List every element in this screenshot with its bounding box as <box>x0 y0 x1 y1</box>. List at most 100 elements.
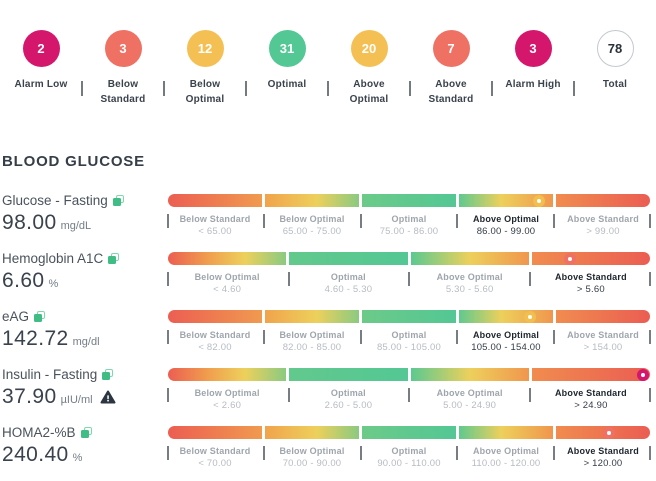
summary-divider <box>573 81 575 96</box>
copy-icon[interactable] <box>80 427 92 438</box>
test-unit: mg/dl <box>72 336 100 348</box>
range-bar <box>168 426 650 439</box>
summary-item-alarm-high[interactable]: 3 Alarm High <box>492 30 574 107</box>
segment-name: Below Optimal <box>279 446 345 456</box>
range-segment <box>168 426 262 439</box>
range-segment <box>168 194 262 207</box>
summary-divider <box>327 81 329 96</box>
segment-label: Below Standard < 65.00 <box>168 211 262 237</box>
range-segment <box>531 368 650 381</box>
segment-range: 90.00 - 110.00 <box>377 458 441 469</box>
test-name: eAG <box>2 309 30 324</box>
range-segment <box>459 426 553 439</box>
segment-name: Below Standard <box>179 446 251 456</box>
summary-item-optimal[interactable]: 31 Optimal <box>246 30 328 107</box>
tick-divider <box>552 214 555 228</box>
segment-label: Above Standard > 99.00 <box>556 211 650 237</box>
segment-name: Below Optimal <box>279 214 345 224</box>
segment-label: Above Optimal 86.00 - 99.00 <box>459 211 553 237</box>
segment-label: Below Standard < 82.00 <box>168 327 262 353</box>
segment-label: Below Optimal 82.00 - 85.00 <box>265 327 359 353</box>
test-unit: mg/dL <box>60 220 92 232</box>
segment-name: Above Standard <box>567 330 639 340</box>
segment-range: > 24.90 <box>574 400 608 411</box>
segment-range: 5.00 - 24.90 <box>443 400 497 411</box>
range-segment <box>362 310 456 323</box>
range-segment <box>556 426 650 439</box>
tick-divider <box>552 330 555 344</box>
range-segment <box>362 426 456 439</box>
tick-divider <box>287 272 290 286</box>
summary-bar: 2 Alarm Low 3 Below Standard 12 Below Op… <box>0 30 656 107</box>
segment-range: > 154.00 <box>583 342 623 353</box>
summary-label: Alarm High <box>505 79 561 90</box>
test-value: 37.90 <box>2 385 57 408</box>
segment-range: 82.00 - 85.00 <box>282 342 342 353</box>
summary-item-below-optimal[interactable]: 12 Below Optimal <box>164 30 246 107</box>
test-list: Glucose - Fasting 98.00 mg/dL <box>2 191 656 481</box>
segment-name: Above Optimal <box>436 272 503 282</box>
segment-range: < 4.60 <box>213 284 242 295</box>
range-marker[interactable] <box>637 368 650 381</box>
range-bar <box>168 194 650 207</box>
copy-icon[interactable] <box>34 311 46 322</box>
segment-range: 65.00 - 75.00 <box>282 226 342 237</box>
test-name: HOMA2-%B <box>2 425 76 440</box>
segment-range: > 99.00 <box>586 226 620 237</box>
segment-range: > 120.00 <box>583 458 623 469</box>
summary-count-badge: 12 <box>186 30 224 67</box>
range-bar <box>168 310 650 323</box>
summary-item-total[interactable]: 78 Total <box>574 30 656 107</box>
tick-divider <box>359 214 362 228</box>
range-segment <box>459 194 553 207</box>
range-segment <box>556 310 650 323</box>
segment-label: Below Optimal 70.00 - 90.00 <box>265 443 359 469</box>
tick-divider <box>456 214 459 228</box>
segment-range: < 65.00 <box>198 226 232 237</box>
segment-range: 86.00 - 99.00 <box>476 226 536 237</box>
test-name: Hemoglobin A1C <box>2 251 104 266</box>
copy-icon[interactable] <box>102 369 114 380</box>
tick-divider <box>649 388 651 402</box>
range-marker[interactable] <box>533 194 546 207</box>
segment-range: < 2.60 <box>213 400 242 411</box>
summary-label: Optimal <box>267 79 307 90</box>
range-marker[interactable] <box>523 310 536 323</box>
segment-label: Below Standard < 70.00 <box>168 443 262 469</box>
summary-divider <box>163 81 165 96</box>
segment-range: 85.00 - 105.00 <box>376 342 442 353</box>
segment-name: Optimal <box>330 272 366 282</box>
range-segment <box>289 368 408 381</box>
segment-label: Below Optimal < 2.60 <box>168 385 286 411</box>
segment-name: Optimal <box>391 214 427 224</box>
summary-label: Total <box>602 79 628 90</box>
segment-label: Below Optimal 65.00 - 75.00 <box>265 211 359 237</box>
test-value: 98.00 <box>2 211 57 234</box>
summary-item-alarm-low[interactable]: 2 Alarm Low <box>0 30 82 107</box>
range-marker[interactable] <box>564 252 577 265</box>
segment-label: Above Standard > 5.60 <box>532 269 650 295</box>
range-segment <box>362 194 456 207</box>
summary-item-above-standard[interactable]: 7 Above Standard <box>410 30 492 107</box>
range-marker[interactable] <box>603 426 616 439</box>
segment-label: Above Standard > 154.00 <box>556 327 650 353</box>
summary-label: Above Optimal <box>349 79 389 105</box>
segment-range: < 82.00 <box>198 342 232 353</box>
tick-divider <box>263 214 266 228</box>
segment-name: Optimal <box>391 330 427 340</box>
copy-icon[interactable] <box>108 253 120 264</box>
segment-label: Optimal 85.00 - 105.00 <box>362 327 456 353</box>
test-unit: % <box>72 452 83 464</box>
summary-label: Below Standard <box>100 79 146 105</box>
tick-divider <box>263 330 266 344</box>
copy-icon[interactable] <box>112 195 124 206</box>
summary-count-badge: 3 <box>514 30 552 67</box>
tick-divider <box>649 330 651 344</box>
segment-range: 70.00 - 90.00 <box>282 458 342 469</box>
tick-divider <box>649 272 651 286</box>
summary-item-above-optimal[interactable]: 20 Above Optimal <box>328 30 410 107</box>
range-segment <box>531 252 650 265</box>
summary-item-below-standard[interactable]: 3 Below Standard <box>82 30 164 107</box>
segment-range: < 70.00 <box>198 458 232 469</box>
segment-name: Below Optimal <box>194 272 260 282</box>
